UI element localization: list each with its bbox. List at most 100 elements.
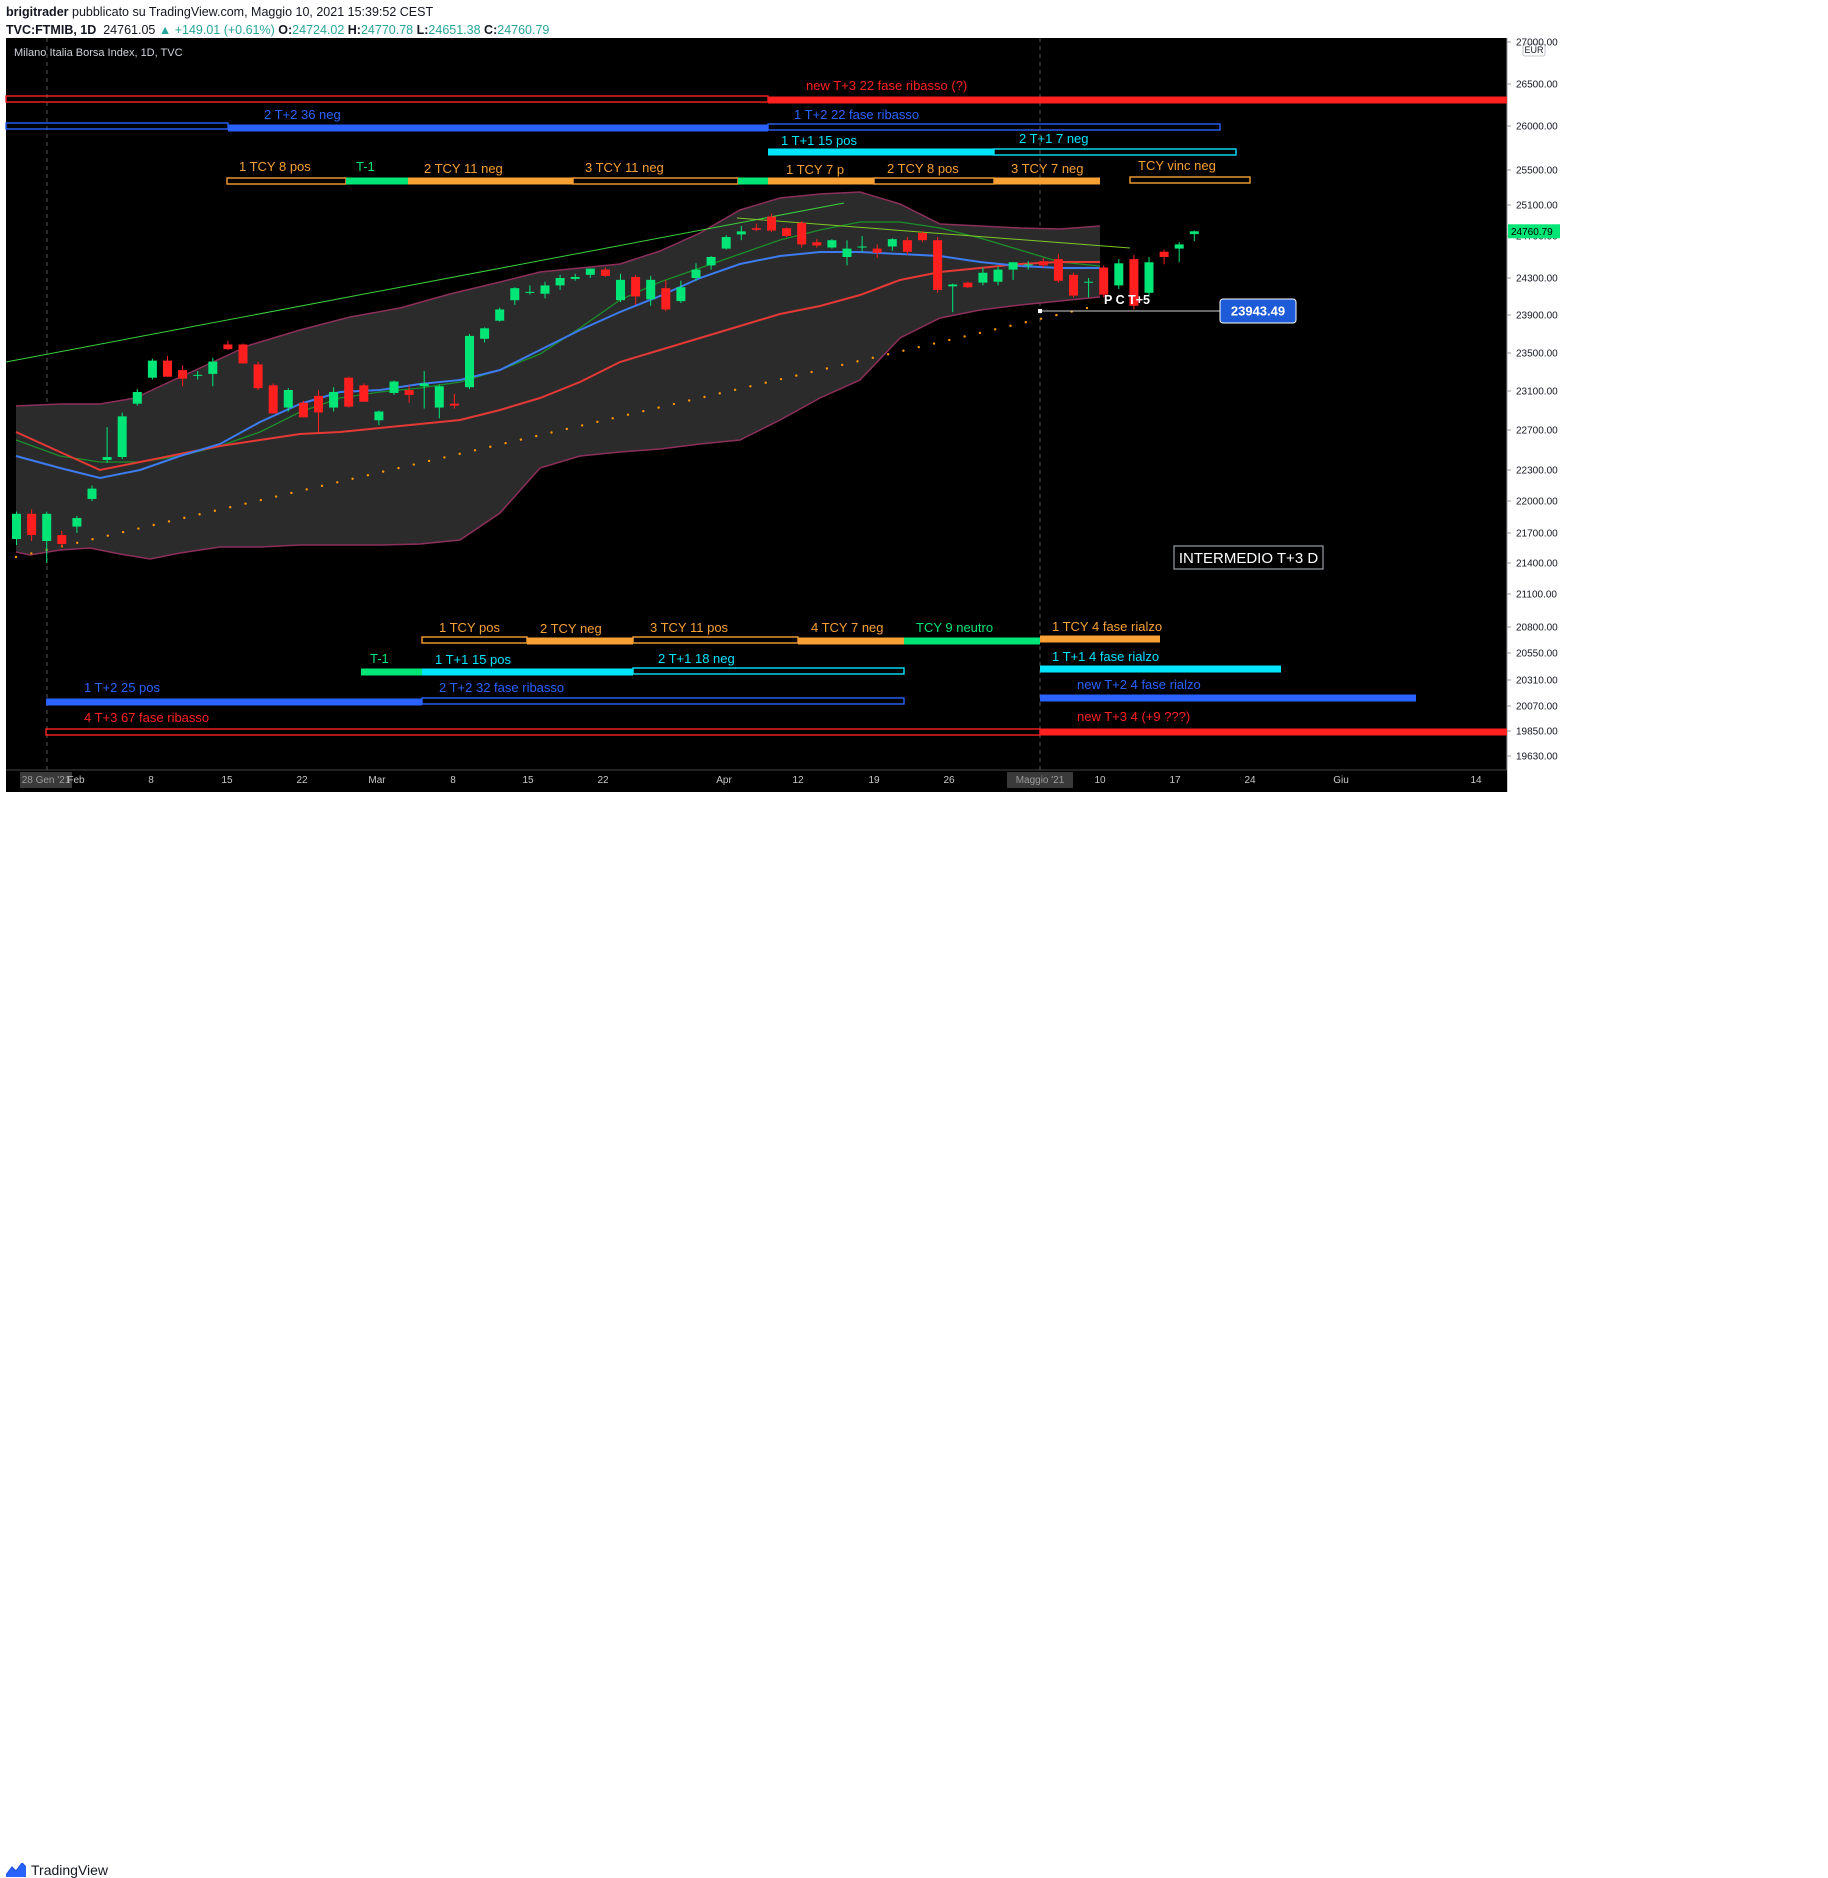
projection-dot [626,413,630,416]
close-value: 24760.79 [497,23,550,37]
candle [12,511,21,545]
candle [1084,278,1094,298]
projection-dot [167,520,171,523]
projection-dot [764,381,767,384]
x-tick-label: 22 [597,775,609,786]
candle-body [117,416,127,457]
candle-body [223,344,233,350]
candle-body [1099,267,1109,295]
candle-body [329,391,339,408]
candle-body [495,309,505,321]
projection-dot [810,370,813,374]
tradingview-brand: TradingView [31,1862,109,1878]
price-chart[interactable]: Milano Italia Borsa Index, 1D, TVC EUR270… [0,0,1828,961]
y-tick-label: 20310.00 [1516,676,1558,687]
x-tick-label: 28 Gen '21 [22,775,71,786]
projection-dot [718,392,721,395]
candle-body [963,282,973,288]
candle-body [1069,274,1078,296]
projection-dot [305,488,308,491]
candle [555,274,565,291]
projection-dot [30,552,33,555]
candle [223,340,233,351]
cycle-bar-t2 [421,697,905,705]
projection-dot [672,402,676,406]
x-tick-label: Apr [716,775,732,786]
close-label: C: [484,23,498,37]
cycle-bar-tcy [1040,635,1160,643]
candle [344,376,354,408]
candle [268,383,278,414]
cycle-bar-t1 [361,668,422,676]
projection-dot [290,491,293,495]
candle [1174,242,1184,263]
candle [449,393,459,409]
x-tick-label: 15 [522,775,534,786]
open-value: 24724.02 [292,23,345,37]
candle [721,235,731,250]
candle-body [1189,231,1199,235]
projection-dot [14,555,18,559]
last-price-label: 24760.79 [1511,227,1553,238]
candle-body [510,288,520,301]
candle [963,281,973,289]
projection-dot [274,495,278,498]
candle [434,384,444,419]
cycle-label-t2: 2 T+2 32 fase ribasso [439,680,564,695]
projection-dot [259,498,262,502]
currency-badge [1522,43,1546,57]
candle [661,279,671,312]
candle-body [616,279,625,301]
cycle-label-t1: 1 T+1 15 pos [435,652,512,667]
candle-body [540,285,550,294]
candle-body [525,291,535,293]
y-tick-label: 26500.00 [1516,80,1558,91]
author-name[interactable]: brigitrader [6,5,69,19]
projection-dot [642,409,645,413]
candle [902,237,912,255]
candle-body [691,269,701,278]
cycle-label-t3: new T+3 4 (+9 ???) [1077,709,1190,724]
projection-dot [1009,324,1012,328]
x-tick-label: 8 [450,775,456,786]
candle [329,387,339,412]
candle-body [797,222,807,245]
projection-dot [611,417,614,420]
x-tick-label: 24 [1244,775,1256,786]
candle [616,273,625,303]
candle [132,389,142,406]
candle-body [87,488,97,499]
y-tick-label: 25500.00 [1516,166,1558,177]
candle-body [918,232,927,241]
candle [1159,249,1169,265]
projection-dot [1085,306,1089,310]
projection-dot [1039,317,1043,320]
cycle-bar-tcy [527,637,633,645]
candle-body [449,403,459,406]
open-label: O: [278,23,293,37]
tradingview-logo[interactable]: TradingView [6,1862,108,1878]
projection-dot [244,502,247,505]
projection-dot [76,541,79,544]
candle-body [253,364,263,389]
projection-dot [795,374,798,377]
candle-body [1053,259,1063,281]
cycle-bar-tcy [798,637,904,645]
time-axis-bg [6,770,1507,792]
candle [495,307,505,322]
candle [480,327,490,343]
candle [359,383,369,402]
candle [842,240,852,266]
cycle-label-tcy: 3 TCY 11 pos [650,620,729,635]
projection-dot [1024,321,1028,324]
cycle-bar-tcy [1129,176,1251,184]
candle [147,358,157,380]
candle-body [344,377,354,407]
candle [1038,258,1048,268]
candle-body [102,457,112,460]
cycle-bar-tcy [738,177,768,185]
candle-body [751,228,761,230]
bollinger-lower [15,296,1101,560]
candle [676,280,686,303]
price-change: ▲ +149.01 (+0.61%) [158,23,275,37]
